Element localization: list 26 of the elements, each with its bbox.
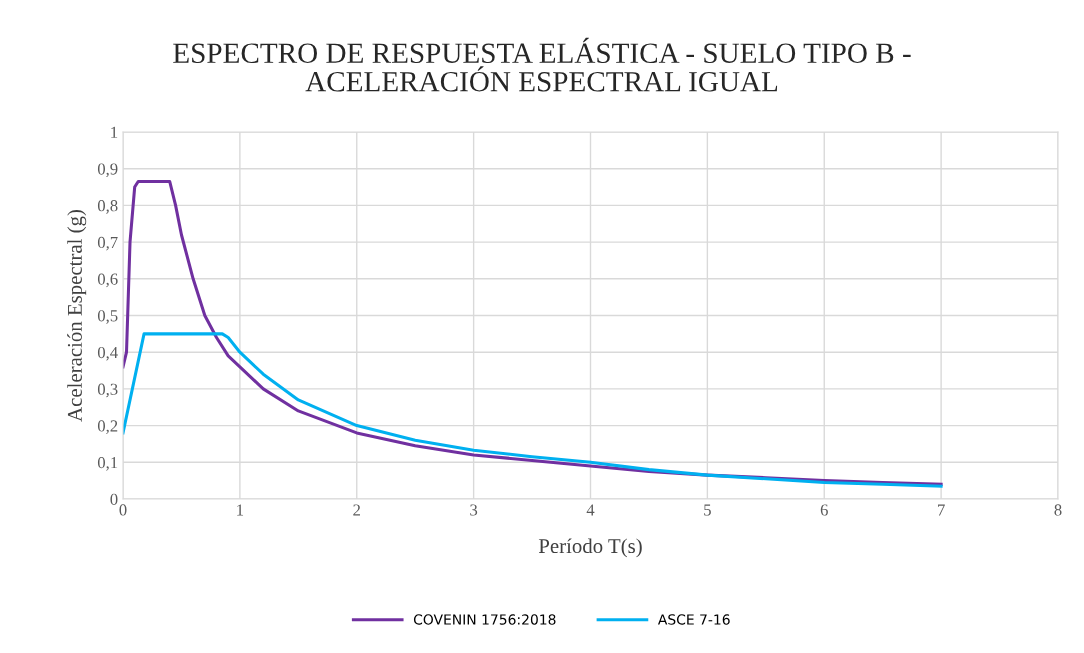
x-tick-label: 6 bbox=[820, 504, 828, 516]
y-tick-label: 0,6 bbox=[97, 273, 118, 288]
legend-label: COVENIN 1756:2018 bbox=[413, 614, 556, 625]
x-tick-label: 1 bbox=[237, 504, 244, 516]
legend-label: ASCE 7-16 bbox=[657, 614, 730, 625]
y-tick-label: 0,4 bbox=[97, 346, 118, 361]
y-axis-title: Aceleración Espectral (g) bbox=[67, 210, 87, 422]
y-tick-label: 0,7 bbox=[97, 236, 118, 251]
x-axis-title: Período T(s) bbox=[538, 538, 642, 558]
y-tick-label: 0,3 bbox=[97, 383, 118, 398]
x-tick-label: 2 bbox=[353, 504, 360, 516]
y-tick-label: 0,2 bbox=[97, 420, 118, 434]
x-tick-label: 5 bbox=[704, 504, 711, 516]
y-tick-label: 0 bbox=[110, 493, 118, 505]
y-tick-label: 0,1 bbox=[97, 457, 118, 471]
chart-title: ESPECTRO DE RESPUESTA ELÁSTICA - SUELO TIPO B - ACELERACIÓN ESPECTRAL IGUAL bbox=[173, 37, 911, 92]
y-tick-label: 1 bbox=[111, 126, 118, 138]
x-tick-label: 3 bbox=[470, 504, 478, 516]
y-tick-label: 0,8 bbox=[97, 200, 118, 214]
line-series bbox=[123, 332, 943, 488]
x-tick-label: 8 bbox=[1054, 504, 1062, 516]
x-tick-label: 0 bbox=[119, 504, 127, 516]
x-tick-label: 7 bbox=[938, 504, 945, 516]
y-tick-label: 0,9 bbox=[97, 163, 118, 178]
y-tick-label: 0,5 bbox=[97, 310, 118, 324]
x-tick-label: 4 bbox=[586, 504, 595, 516]
